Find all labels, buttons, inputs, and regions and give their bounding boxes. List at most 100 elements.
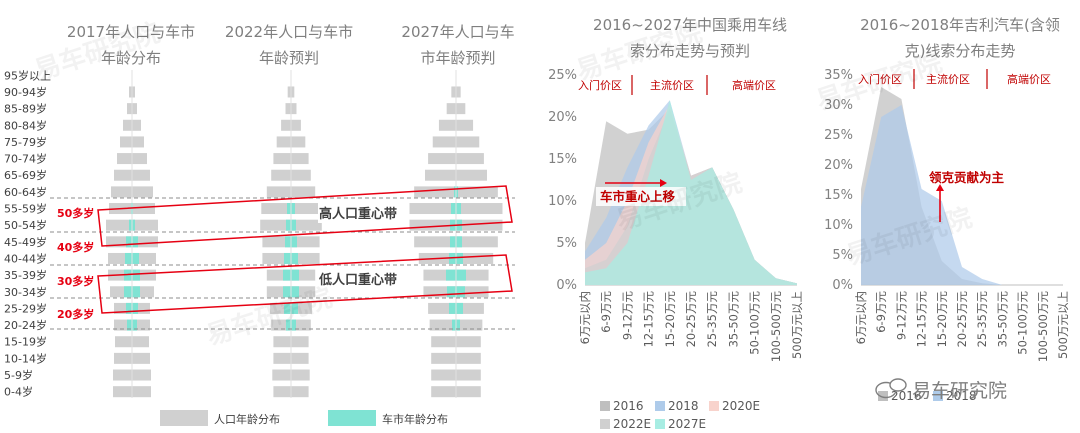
age-label: 70-74岁 (4, 152, 47, 166)
legend-swatch (600, 401, 610, 411)
x-tick-label: 50-100万元 (1016, 291, 1030, 355)
x-tick-label: 35-50万元 (726, 291, 740, 348)
low-density-band (97, 254, 513, 314)
chart-title: 2016~2027年中国乘用车线 (593, 16, 787, 34)
legend-label: 2018 (668, 399, 699, 413)
legend-label: 2022E (613, 417, 651, 431)
age-label: 45-49岁 (4, 235, 47, 249)
age-marker-label: 40多岁 (57, 240, 94, 254)
age-label: 5-9岁 (4, 368, 33, 382)
legend-swatch (655, 419, 665, 429)
chart-geely-leads: 2016~2018年吉利汽车(含领克)线索分布走势 0% 5% 10% 15% 20% 25… (824, 16, 1070, 403)
x-tick-label: 15-20万元 (935, 291, 949, 348)
x-tick-label: 100-500万元 (1036, 291, 1050, 363)
y-tick-label: 10% (824, 218, 853, 233)
annotation-bg (925, 168, 1007, 187)
y-tick-label: 25% (548, 68, 577, 83)
x-tick-label: 500万元以上 (1056, 291, 1070, 359)
x-tick-label: 25-35万元 (975, 291, 989, 348)
y-tick-label: 15% (548, 152, 577, 167)
price-segment-label: 入门价区 (578, 78, 622, 92)
pyramid-title: 2027年人口与车 (401, 23, 514, 41)
y-tick-label: 15% (824, 188, 853, 203)
x-tick-label: 12-15万元 (915, 291, 929, 348)
x-tick-label: 100-500万元 (769, 291, 783, 363)
x-tick-label: 25-35万元 (705, 291, 719, 348)
y-tick-label: 30% (824, 98, 853, 113)
legend-swatch-population (160, 410, 208, 426)
legend-swatch (655, 401, 665, 411)
age-label: 80-84岁 (4, 118, 47, 132)
y-tick-label: 20% (824, 158, 853, 173)
band-label-high: 高人口重心带 (319, 206, 397, 222)
chart-title: 2016~2018年吉利汽车(含领 (860, 16, 1060, 34)
x-tick-label: 20-25万元 (955, 291, 969, 348)
legend-swatch (933, 391, 943, 401)
y-tick-label: 10% (548, 194, 577, 209)
x-tick-label: 6万元以内 (578, 291, 592, 344)
legend-swatch-car-market (328, 410, 376, 426)
legend-swatch (709, 401, 719, 411)
brand-name: 易车研究院 (912, 380, 1007, 402)
price-segment-label: 高端价区 (732, 78, 776, 92)
area-series-2027E (585, 100, 797, 285)
legend-label: 2016 (891, 389, 922, 403)
pyramid-legend: 人口年龄分布 车市年龄分布 (160, 410, 448, 426)
chart-title: 克)线索分布走势 (905, 42, 1016, 60)
age-label: 85-89岁 (4, 102, 47, 116)
x-tick-label: 9-12万元 (620, 291, 634, 341)
annotation-arrow-head (660, 179, 667, 187)
y-tick-label: 0% (556, 278, 577, 293)
age-marker-label: 20多岁 (57, 307, 94, 321)
chart-title: 索分布走势与预判 (630, 42, 750, 60)
age-label: 30-34岁 (4, 285, 47, 299)
pyramid-title: 市年龄预判 (420, 49, 495, 67)
x-tick-label: 20-25万元 (684, 291, 698, 348)
price-segment-label: 高端价区 (1007, 72, 1051, 86)
age-label: 90-94岁 (4, 85, 47, 99)
legend-swatch (600, 419, 610, 429)
legend-label: 2027E (668, 417, 706, 431)
x-tick-label: 15-20万元 (663, 291, 677, 348)
legend-label: 2018 (946, 389, 977, 403)
y-tick-label: 0% (832, 278, 853, 293)
y-tick-label: 5% (556, 236, 577, 251)
age-label: 10-14岁 (4, 351, 47, 365)
age-label: 75-79岁 (4, 135, 47, 149)
price-segment-label: 主流价区 (650, 78, 694, 92)
y-tick-label: 25% (824, 128, 853, 143)
legend-label: 2020E (722, 399, 760, 413)
price-segment-label: 主流价区 (926, 72, 970, 86)
band-label-bg (318, 269, 398, 289)
x-tick-label: 50-100万元 (748, 291, 762, 355)
pyramid-title: 年龄分布 (101, 49, 161, 67)
age-label: 15-19岁 (4, 335, 47, 349)
high-density-band (97, 185, 513, 247)
legend-swatch (878, 391, 888, 401)
x-tick-label: 6-9万元 (599, 291, 613, 333)
pyramid-title: 年龄预判 (259, 49, 319, 67)
band-label-bg (318, 203, 398, 223)
band-label-low: 低人口重心带 (318, 272, 397, 288)
x-tick-label: 35-50万元 (995, 291, 1009, 348)
age-group-labels: 95岁以上 90-94岁 85-89岁 80-84岁 75-79岁 70-74岁 65-69… (4, 68, 51, 398)
x-tick-label: 9-12万元 (894, 291, 908, 341)
age-marker-label: 50多岁 (57, 206, 94, 220)
age-label: 95岁以上 (4, 68, 51, 82)
age-label: 60-64岁 (4, 185, 47, 199)
x-tick-label: 6-9万元 (874, 291, 888, 333)
y-tick-label: 20% (548, 110, 577, 125)
x-tick-label: 12-15万元 (642, 291, 656, 348)
age-label: 0-4岁 (4, 385, 33, 399)
x-tick-label: 500万元以上 (790, 291, 804, 359)
chat-bubble-icon (889, 378, 907, 392)
area-series-2018 (861, 105, 1063, 285)
age-label: 55-59岁 (4, 202, 47, 216)
age-label: 50-54岁 (4, 218, 47, 232)
age-label: 20-24岁 (4, 318, 47, 332)
annotation-bg (596, 187, 686, 206)
